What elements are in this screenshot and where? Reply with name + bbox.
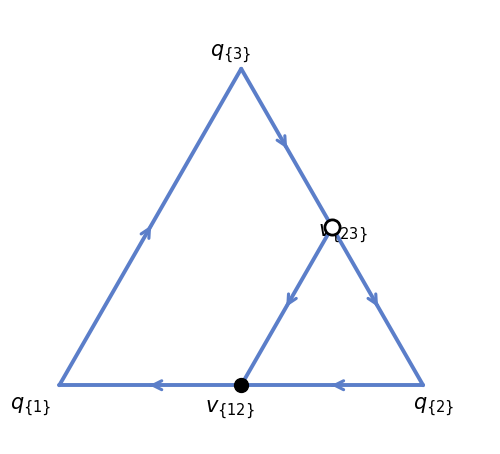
- Point: [328, 223, 336, 231]
- Text: $v_{\{23\}}$: $v_{\{23\}}$: [318, 222, 368, 246]
- FancyArrowPatch shape: [333, 381, 344, 390]
- Text: $q_{\{3\}}$: $q_{\{3\}}$: [210, 43, 251, 66]
- FancyArrowPatch shape: [368, 294, 378, 306]
- FancyArrowPatch shape: [141, 226, 151, 238]
- Text: $q_{\{2\}}$: $q_{\{2\}}$: [414, 395, 455, 419]
- Text: $v_{\{12\}}$: $v_{\{12\}}$: [206, 399, 255, 422]
- FancyArrowPatch shape: [287, 294, 296, 306]
- FancyArrowPatch shape: [151, 381, 162, 390]
- Point: [237, 382, 245, 389]
- FancyArrowPatch shape: [277, 136, 286, 147]
- Text: $q_{\{1\}}$: $q_{\{1\}}$: [10, 395, 51, 419]
